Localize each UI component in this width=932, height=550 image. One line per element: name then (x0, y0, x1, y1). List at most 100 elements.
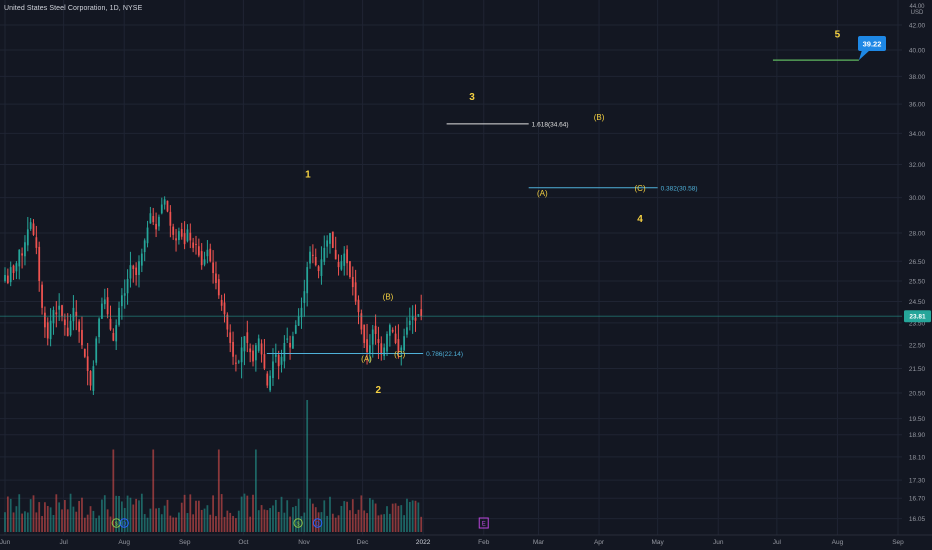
event-marker-icon (293, 518, 303, 528)
time-axis-tick: Jun (0, 539, 11, 546)
volume-bar (178, 512, 180, 532)
candle-body (406, 327, 408, 335)
candle-body (366, 339, 368, 353)
volume-bar (135, 498, 138, 532)
volume-bar (354, 513, 357, 532)
candle-body (380, 343, 383, 355)
volume-bar (360, 495, 363, 532)
volume-bar (311, 503, 314, 532)
candle-body (297, 316, 300, 326)
candle-body (263, 354, 266, 369)
volume-bar (149, 508, 152, 532)
volume-bar (391, 503, 394, 532)
volume-bar (334, 517, 337, 532)
candle-body (81, 329, 83, 346)
volume-bar (317, 512, 320, 532)
volume-bar (26, 512, 29, 532)
volume-bar (351, 499, 354, 532)
volume-bar (329, 496, 331, 532)
time-axis-tick: 2022 (416, 539, 431, 546)
candle-body (4, 275, 6, 282)
candle-body (146, 227, 149, 244)
candle-body (249, 348, 252, 353)
candle-body (334, 249, 337, 260)
candle-body (340, 261, 343, 270)
volume-bar (200, 509, 203, 532)
volume-bar (183, 494, 186, 532)
candle-body (343, 253, 346, 266)
time-axis-background (0, 535, 932, 550)
candle-body (155, 223, 157, 230)
volume-bar (95, 518, 98, 532)
volume-bar (83, 517, 86, 532)
volume-bar (292, 507, 294, 532)
time-axis[interactable]: Jun Jul Aug Sep Oct Nov Dec 2022 Feb Mar Apr May Jun… (0, 534, 932, 550)
volume-bar (371, 499, 374, 532)
wave-label: 5 (835, 29, 841, 40)
volume-bar (420, 516, 423, 532)
volume-bar (269, 508, 272, 532)
time-axis-tick: May (652, 539, 665, 546)
price-axis-tick: 23.50 (909, 320, 926, 327)
volume-bar (78, 500, 81, 532)
volume-bar (254, 449, 257, 532)
volume-bar (123, 507, 126, 532)
volume-bar (32, 495, 35, 532)
candle-body (126, 279, 129, 294)
price-axis-tick: 22.50 (909, 343, 926, 350)
price-axis-tick: 16.05 (909, 516, 926, 523)
volume-bar (72, 506, 75, 532)
candle-body (55, 312, 58, 315)
candle-body (92, 366, 95, 391)
candle-body (200, 251, 203, 266)
volume-bars (4, 400, 423, 532)
volume-bar (38, 502, 41, 532)
candle-body (24, 242, 26, 257)
candle-body (158, 216, 160, 227)
time-axis-tick: Jul (59, 539, 68, 546)
candle-body (283, 342, 286, 362)
volume-bar (63, 500, 66, 532)
volume-bar (132, 504, 135, 532)
volume-bar (260, 505, 263, 532)
candle-body (420, 309, 423, 317)
price-axis-tick: 36.00 (909, 102, 926, 109)
price-marker-box (858, 36, 886, 51)
volume-bar (215, 516, 217, 532)
candle-body (135, 267, 138, 276)
volume-bar (403, 515, 405, 532)
price-axis-tick: 40.00 (909, 48, 926, 55)
candle-body (106, 297, 109, 315)
candle-body (260, 343, 263, 355)
volume-bar (274, 499, 277, 532)
candle-body (408, 320, 411, 325)
time-axis-tick: Jun (713, 539, 724, 546)
earnings-marker-letter: E (482, 522, 486, 528)
candle-body (274, 354, 277, 357)
candle-body (103, 299, 106, 305)
candle-body (303, 291, 306, 303)
candle-body (403, 336, 405, 351)
candle-body (266, 373, 269, 386)
candle-body (197, 246, 200, 256)
price-axis-tick: 38.00 (909, 74, 926, 81)
candle-body (369, 345, 371, 354)
volume-bar (61, 509, 63, 532)
time-axis-tick: Apr (594, 539, 605, 546)
wave-label: 2 (375, 385, 381, 396)
volume-bar (206, 505, 209, 532)
volume-bar (266, 510, 269, 532)
price-axis-tick: 25.50 (909, 279, 926, 286)
candle-body (183, 233, 186, 245)
candle-body (243, 336, 246, 352)
volume-bar (326, 515, 329, 532)
volume-bar (98, 515, 100, 532)
volume-bar (306, 400, 309, 532)
candle-body (323, 247, 326, 262)
candle-body (314, 256, 317, 266)
volume-bar (44, 502, 46, 532)
fib-level-label: 0.382(30.58) (661, 185, 698, 192)
price-axis-top-value: 44.00 (909, 4, 925, 10)
